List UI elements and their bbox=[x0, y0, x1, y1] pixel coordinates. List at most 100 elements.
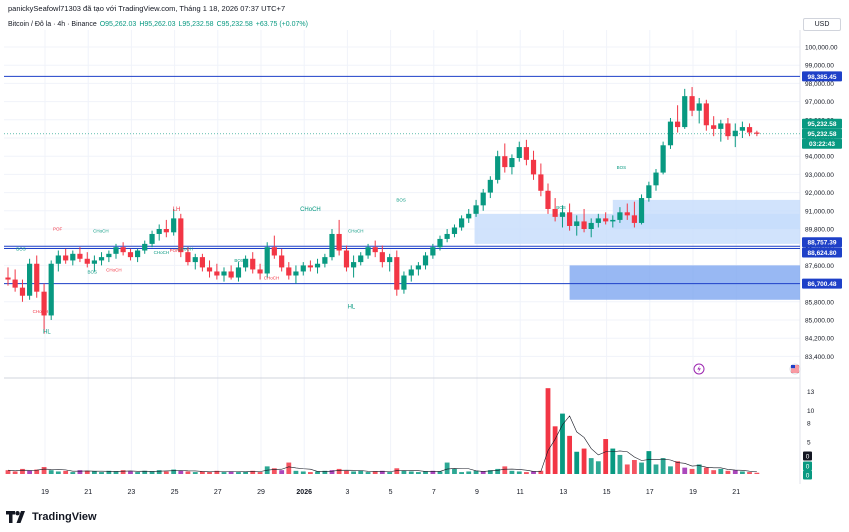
volume-bar bbox=[27, 470, 32, 474]
time-axis[interactable]: 19 21 23 25 27 29 2026 3 5 7 9 11 13 15 17 19 21 bbox=[41, 489, 740, 496]
time-tick-label: 19 bbox=[689, 489, 697, 496]
price-label-box bbox=[802, 128, 842, 139]
price-tick-label: 83,400.00 bbox=[805, 354, 834, 361]
volume-bar bbox=[99, 472, 104, 474]
symbol-name[interactable]: Bitcoin / Đô la · 4h · Binance bbox=[8, 20, 97, 28]
price-tick-label: 89,800.00 bbox=[805, 227, 834, 234]
candle-body bbox=[264, 247, 270, 274]
volume-bar bbox=[250, 470, 256, 474]
structure-label: HL bbox=[43, 330, 51, 336]
candle-body bbox=[408, 269, 414, 276]
volume-bar bbox=[524, 472, 529, 474]
candlestick-chart[interactable]: LH CHoCH HL HL BOS BOS BOS CHoCH CHoCH CHoCH CHoCH… bbox=[0, 0, 849, 504]
volume-bar bbox=[747, 472, 752, 474]
volume-bar bbox=[34, 469, 40, 474]
candle-body bbox=[624, 212, 630, 216]
close-value: C95,232.58 bbox=[216, 20, 253, 28]
brand-name: TradingView bbox=[32, 511, 97, 523]
price-label-text: 98,385.45 bbox=[808, 74, 837, 81]
price-label-text: 86,700.48 bbox=[808, 281, 837, 288]
price-tick-label: 93,000.00 bbox=[805, 172, 834, 179]
structure-label: POF bbox=[53, 227, 63, 232]
volume-bar bbox=[92, 471, 97, 474]
volume-label-text: 0 bbox=[806, 463, 810, 470]
structure-label: POF bbox=[170, 248, 180, 253]
candle-body bbox=[279, 255, 285, 268]
candle-body bbox=[379, 252, 385, 263]
price-tick-label: 97,000.00 bbox=[805, 99, 834, 106]
candle-body bbox=[55, 255, 61, 264]
tradingview-logo[interactable]: TradingView bbox=[6, 511, 97, 523]
candle-body bbox=[559, 212, 566, 217]
volume-bar bbox=[106, 470, 112, 474]
candle-body bbox=[271, 247, 277, 256]
volume-bar bbox=[192, 472, 198, 474]
candle-body bbox=[746, 127, 753, 133]
volume-tick-label: 13 bbox=[807, 389, 815, 396]
candle-body bbox=[610, 219, 616, 222]
candle-body bbox=[567, 212, 573, 226]
volume-bar bbox=[279, 470, 285, 474]
volume-bar bbox=[5, 470, 11, 474]
currency-button[interactable]: USD bbox=[803, 18, 841, 31]
structure-label: CHoCH bbox=[93, 228, 109, 233]
symbol-legend[interactable]: Bitcoin / Đô la · 4h · Binance O95,262.0… bbox=[8, 18, 308, 30]
volume-bar bbox=[581, 448, 587, 474]
volume-tick-label: 5 bbox=[807, 440, 811, 447]
volume-bar bbox=[293, 470, 299, 474]
volume-bar bbox=[358, 470, 364, 474]
volume-bar bbox=[732, 470, 738, 474]
volume-bar bbox=[257, 472, 263, 474]
candle-body bbox=[178, 218, 184, 253]
candle-body bbox=[473, 205, 479, 214]
volume-layer bbox=[5, 388, 760, 474]
volume-bar bbox=[41, 467, 47, 474]
candle-body bbox=[415, 265, 421, 270]
price-tick-label: 84,200.00 bbox=[805, 336, 834, 343]
structure-label: CHoCH bbox=[348, 228, 364, 233]
volume-bar bbox=[696, 464, 702, 474]
volume-bar bbox=[567, 435, 572, 474]
candle-body bbox=[351, 262, 357, 268]
volume-bar bbox=[156, 470, 162, 474]
price-axis[interactable]: 100,000.0099,000.0098,000.0097,000.0096,… bbox=[805, 45, 838, 479]
candle-body bbox=[538, 174, 544, 191]
price-label-box bbox=[802, 118, 842, 129]
candle-body bbox=[293, 271, 299, 276]
price-label-box bbox=[802, 71, 842, 82]
time-tick-label: 7 bbox=[432, 489, 436, 496]
candle-body bbox=[394, 257, 400, 290]
candle-body bbox=[516, 147, 522, 159]
volume-bar bbox=[55, 471, 61, 474]
volume-bar bbox=[682, 467, 688, 474]
price-tick-label: 85,000.00 bbox=[805, 318, 834, 325]
time-tick-label: 2026 bbox=[296, 489, 312, 496]
volume-bar bbox=[610, 448, 616, 474]
structure-label: CHoCH bbox=[264, 276, 280, 281]
candle-body bbox=[113, 247, 119, 254]
volume-bar bbox=[379, 470, 385, 474]
volume-bar bbox=[63, 470, 69, 474]
volume-bar bbox=[516, 471, 522, 474]
volume-tick-label: 8 bbox=[807, 421, 811, 428]
candle-body bbox=[84, 258, 90, 264]
volume-bar bbox=[20, 468, 25, 474]
candle-body bbox=[667, 121, 674, 146]
volume-tick-label: 10 bbox=[807, 408, 815, 415]
volume-bar bbox=[163, 471, 169, 474]
volume-bar bbox=[408, 471, 414, 474]
volume-bar bbox=[466, 471, 472, 474]
candle-body bbox=[430, 247, 436, 256]
volume-bar bbox=[128, 471, 133, 474]
volume-bar bbox=[48, 470, 54, 474]
volume-bar bbox=[300, 471, 306, 474]
structure-label: CHoCH bbox=[33, 309, 49, 314]
volume-bar bbox=[646, 451, 652, 474]
time-tick-label: 29 bbox=[257, 489, 265, 496]
candle-body bbox=[300, 265, 306, 272]
time-tick-label: 17 bbox=[646, 489, 654, 496]
high-value: H95,262.03 bbox=[139, 20, 176, 28]
candle-body bbox=[206, 267, 213, 272]
price-labels-layer: 98,385.45 95,232.58 95,232.58 03:22:43 88,75… bbox=[802, 71, 842, 480]
candle-body bbox=[336, 233, 342, 251]
